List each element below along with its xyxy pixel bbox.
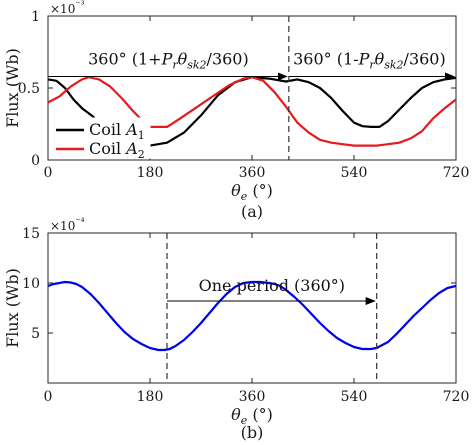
panel-caption: (a): [241, 202, 263, 221]
x-tick-label: 180: [137, 389, 164, 405]
series-line-2: [48, 76, 456, 147]
y-scale-note: ×10⁻⁴: [50, 217, 85, 233]
y-axis-label: Flux (Wb): [3, 268, 22, 348]
x-axis-label: θe (°): [231, 405, 273, 427]
legend-box: [51, 117, 151, 159]
y-axis-label: Flux (Wb): [3, 48, 22, 128]
span-arrow-label: 360° (1+Prθsk2/360): [88, 49, 249, 71]
y-scale-note: ×10⁻³: [50, 0, 85, 16]
y-tick-label: 15: [22, 226, 40, 242]
x-tick-label: 0: [44, 165, 53, 181]
y-tick-label: 10: [22, 276, 40, 292]
x-tick-label: 720: [443, 165, 470, 181]
span-arrow-label: 360° (1-Prθsk2/360): [293, 49, 446, 71]
y-tick-label: 1: [31, 9, 40, 25]
chart-panel-b: 0 180 360 540 720 5 10 15 ×10⁻⁴ Flux (Wb) θe (°)(b…: [3, 217, 469, 442]
y-tick-label: 0.5: [18, 81, 40, 97]
panel-caption: (b): [241, 423, 264, 442]
period-arrow-label: One period (360°): [199, 276, 345, 295]
plot-area-frame: [47, 232, 457, 384]
legend-entry: Coil A1: [89, 120, 145, 142]
legend-entry: Coil A2: [89, 139, 145, 161]
x-tick-label: 360: [239, 165, 266, 181]
y-tick-label: 0: [31, 153, 40, 169]
x-tick-label: 720: [443, 389, 470, 405]
x-tick-label: 540: [341, 389, 368, 405]
x-tick-label: 360: [239, 389, 266, 405]
x-tick-label: 0: [44, 389, 53, 405]
x-tick-label: 540: [341, 165, 368, 181]
x-tick-label: 180: [137, 165, 164, 181]
x-axis-label: θe (°): [231, 181, 273, 203]
series-line-1: [48, 280, 456, 352]
chart-panel-a: 0 180 360 540 720 0 0.5 1 ×10⁻³ Flux (Wb) θe (°)(a…: [3, 0, 469, 221]
y-tick-label: 5: [31, 326, 40, 342]
